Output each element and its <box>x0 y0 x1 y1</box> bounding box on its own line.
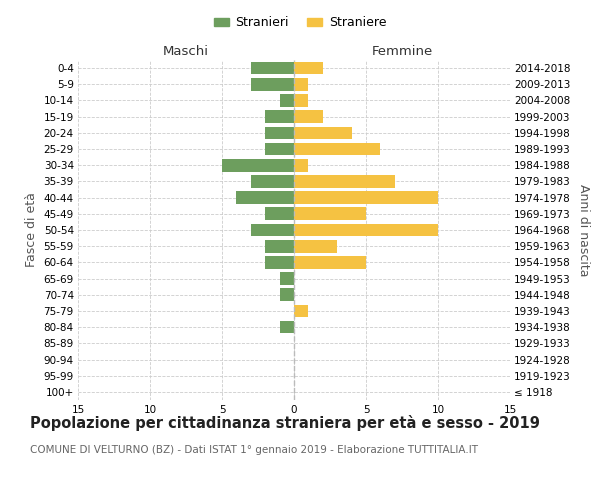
Y-axis label: Fasce di età: Fasce di età <box>25 192 38 268</box>
Bar <box>265 240 294 252</box>
Bar <box>294 126 352 139</box>
Bar <box>280 288 294 301</box>
Bar <box>294 159 308 172</box>
Text: Femmine: Femmine <box>371 44 433 58</box>
Y-axis label: Anni di nascita: Anni di nascita <box>577 184 590 276</box>
Bar <box>251 224 294 236</box>
Bar <box>294 256 366 268</box>
Bar <box>294 62 323 74</box>
Bar <box>294 240 337 252</box>
Bar <box>222 159 294 172</box>
Legend: Stranieri, Straniere: Stranieri, Straniere <box>209 11 391 34</box>
Bar <box>294 192 438 204</box>
Bar <box>265 110 294 123</box>
Bar <box>294 78 308 90</box>
Bar <box>294 175 395 188</box>
Bar <box>280 272 294 285</box>
Bar <box>280 321 294 334</box>
Bar <box>251 62 294 74</box>
Bar <box>265 256 294 268</box>
Bar <box>294 208 366 220</box>
Text: COMUNE DI VELTURNO (BZ) - Dati ISTAT 1° gennaio 2019 - Elaborazione TUTTITALIA.I: COMUNE DI VELTURNO (BZ) - Dati ISTAT 1° … <box>30 445 478 455</box>
Bar <box>265 142 294 156</box>
Bar <box>265 208 294 220</box>
Bar <box>236 192 294 204</box>
Bar <box>265 126 294 139</box>
Bar <box>294 110 323 123</box>
Bar <box>294 142 380 156</box>
Bar <box>251 175 294 188</box>
Bar <box>294 304 308 318</box>
Bar <box>294 224 438 236</box>
Bar <box>294 94 308 107</box>
Text: Popolazione per cittadinanza straniera per età e sesso - 2019: Popolazione per cittadinanza straniera p… <box>30 415 540 431</box>
Text: Maschi: Maschi <box>163 44 209 58</box>
Bar <box>251 78 294 90</box>
Bar <box>280 94 294 107</box>
